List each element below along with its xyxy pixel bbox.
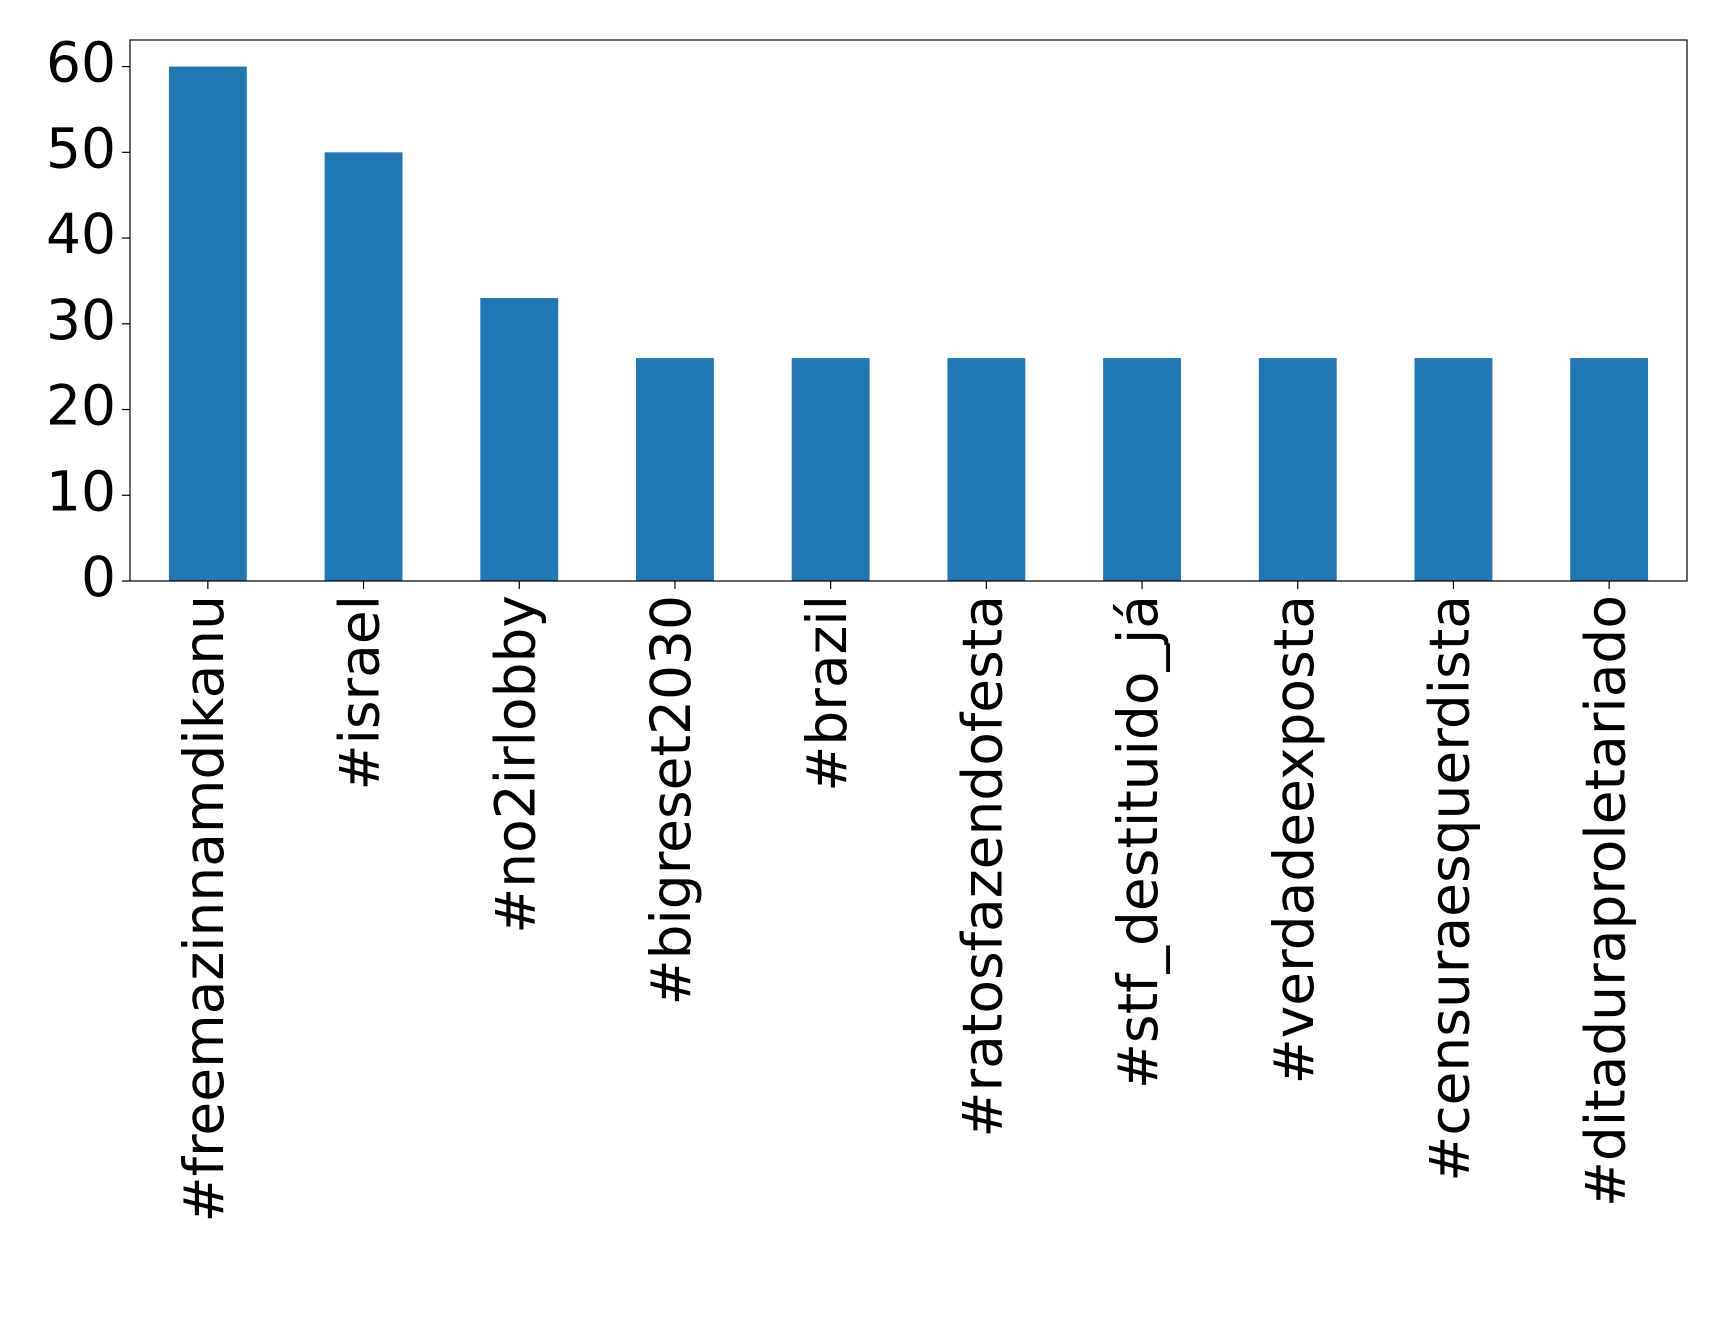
x-tick-label: #censuraesquerdista: [1418, 595, 1482, 1182]
bar: [947, 358, 1026, 581]
y-tick-label: 10: [46, 459, 116, 523]
x-tick-label: #verdadeexposta: [1262, 595, 1326, 1084]
bar: [1570, 358, 1649, 581]
x-tick-label: #ditaduraproletariado: [1573, 595, 1637, 1207]
bar: [480, 298, 559, 581]
bar: [636, 358, 714, 581]
x-tick-label: #freemazinnamdikanu: [172, 595, 236, 1222]
bar: [1258, 358, 1337, 581]
x-tick-label: #ratosfazendofesta: [950, 595, 1014, 1138]
x-tick-label: #brazil: [795, 595, 859, 792]
x-tick-label: #israel: [328, 595, 392, 790]
y-tick-label: 20: [46, 374, 116, 438]
plot-frame: [129, 39, 1688, 582]
bar: [324, 152, 403, 581]
y-tick-label: 60: [46, 31, 116, 95]
bar: [168, 66, 247, 582]
bar: [791, 358, 870, 581]
x-tick-label: #stf_destituido_já: [1106, 595, 1170, 1089]
bar: [1414, 358, 1493, 581]
y-tick-label: 40: [46, 202, 116, 266]
y-tick-label: 0: [81, 545, 116, 609]
x-tick-label: #no2irlobby: [483, 595, 547, 934]
x-tick-label: #bigreset2030: [639, 595, 703, 1005]
y-tick-label: 30: [46, 288, 116, 352]
bar: [1103, 358, 1181, 581]
y-tick-label: 50: [46, 116, 116, 180]
